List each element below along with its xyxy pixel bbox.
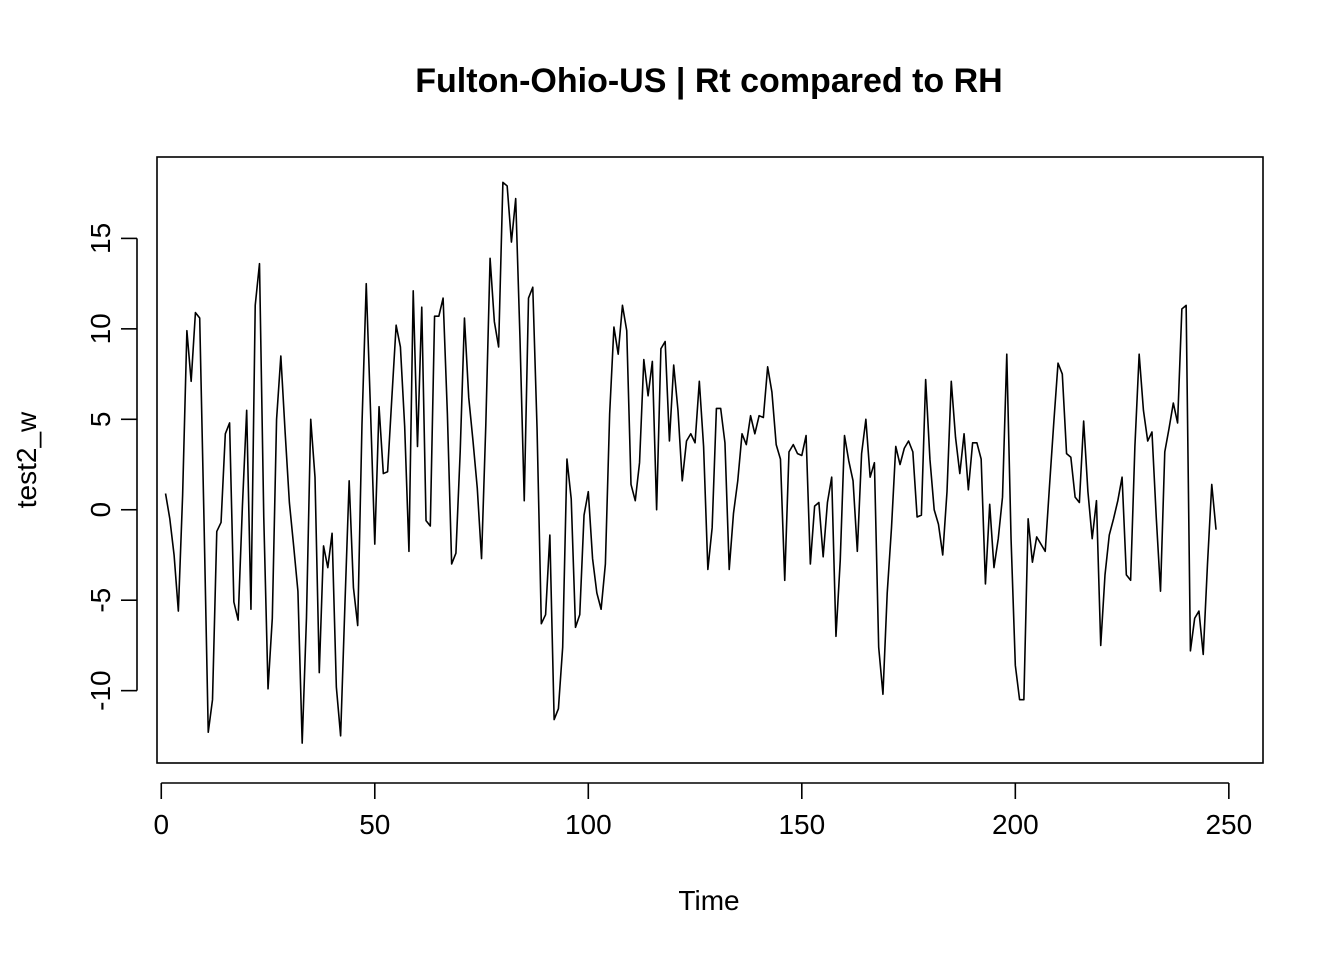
- y-tick-label: -10: [85, 670, 116, 710]
- y-tick-label: 10: [85, 313, 116, 344]
- x-tick-label: 50: [359, 809, 390, 840]
- x-tick-label: 250: [1205, 809, 1252, 840]
- y-tick-label: 15: [85, 223, 116, 254]
- x-axis: 0 50 100 150 200 250: [153, 782, 1252, 840]
- x-tick-label: 150: [778, 809, 825, 840]
- y-tick-label: -5: [85, 588, 116, 613]
- x-tick-label: 100: [565, 809, 612, 840]
- x-axis-label: Time: [678, 885, 739, 916]
- y-axis: -10 -5 0 5 10 15: [85, 223, 138, 711]
- y-axis-label: test2_w: [11, 411, 42, 508]
- y-tick-label: 0: [85, 502, 116, 518]
- chart-title: Fulton-Ohio-US | Rt compared to RH: [415, 62, 1002, 100]
- x-tick-label: 0: [153, 809, 169, 840]
- x-tick-label: 200: [992, 809, 1039, 840]
- plot-frame: [156, 156, 1264, 764]
- series-line-test2-w: [164, 181, 1217, 744]
- y-tick-label: 5: [85, 412, 116, 428]
